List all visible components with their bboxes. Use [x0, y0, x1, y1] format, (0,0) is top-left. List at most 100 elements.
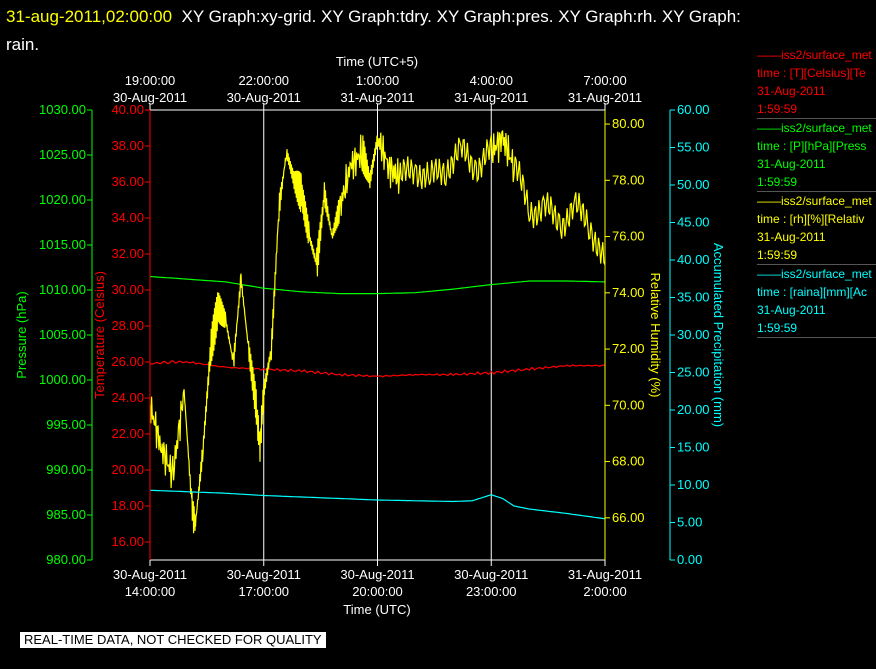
pressure-tick-label: 1025.00 [39, 147, 86, 162]
quality-notice: REAL-TIME DATA, NOT CHECKED FOR QUALITY [20, 632, 326, 648]
precip-tick-label: 50.00 [677, 177, 710, 192]
rh-tick-label: 70.00 [612, 397, 645, 412]
x-tick-label-top-date: 31-Aug-2011 [340, 90, 414, 105]
legend-time: 1:59:59 [757, 102, 798, 116]
x-tick-label-top-date: 30-Aug-2011 [113, 90, 187, 105]
temperature-tick-label: 28.00 [111, 318, 144, 333]
x-tick-label-top-time: 22:00:00 [238, 73, 289, 88]
x-tick-label-top-time: 4:00:00 [470, 73, 513, 88]
precip-tick-label: 10.00 [677, 477, 710, 492]
x-tick-label-bottom-time: 23:00:00 [466, 584, 517, 599]
series-line-P [149, 275, 606, 295]
pressure-tick-label: 1020.00 [39, 192, 86, 207]
title-timestamp: 31-aug-2011,02:00:00 [6, 7, 173, 26]
x-tick-label-top-time: 7:00:00 [583, 73, 626, 88]
rh-tick-label: 68.00 [612, 454, 645, 469]
legend-series-name: ——iss2/surface_met [757, 48, 872, 62]
series-line-rh [149, 130, 606, 534]
legend-time: 1:59:59 [757, 248, 798, 262]
precip-tick-label: 45.00 [677, 215, 710, 230]
legend-variable: time : [raina][mm][Ac [757, 285, 868, 299]
grid-lines [263, 110, 492, 560]
title-graph-list-continued: rain. [6, 35, 40, 54]
temperature-tick-label: 34.00 [111, 210, 144, 225]
axes: 30-Aug-2011 14:00:00 30-Aug-2011 17:00:00 30… [39, 73, 710, 599]
series-line-raina [149, 489, 606, 520]
x-tick-label-bottom-time: 17:00:00 [238, 584, 289, 599]
temperature-tick-label: 16.00 [111, 534, 144, 549]
temperature-tick-label: 22.00 [111, 426, 144, 441]
temperature-tick-label: 38.00 [111, 138, 144, 153]
rh-tick-label: 72.00 [612, 341, 645, 356]
pressure-tick-label: 995.00 [46, 417, 86, 432]
x-tick-label-bottom-date: 31-Aug-2011 [568, 567, 642, 582]
temperature-tick-label: 36.00 [111, 174, 144, 189]
temperature-tick-label: 26.00 [111, 354, 144, 369]
legend-item-temperature: ——iss2/surface_met time : [T][Celsius][T… [757, 46, 876, 119]
legend-series-name: ——iss2/surface_met [757, 194, 872, 208]
temperature-tick-label: 20.00 [111, 462, 144, 477]
legend-item-pressure: ——iss2/surface_met time : [P][hPa][Press… [757, 119, 876, 192]
series-line-T [149, 360, 606, 378]
x-tick-label-top-date: 31-Aug-2011 [454, 90, 528, 105]
pressure-tick-label: 1000.00 [39, 372, 86, 387]
temperature-tick-label: 18.00 [111, 498, 144, 513]
precip-tick-label: 25.00 [677, 365, 710, 380]
pressure-tick-label: 990.00 [46, 462, 86, 477]
x-tick-label-bottom-date: 30-Aug-2011 [340, 567, 414, 582]
x-tick-label-bottom-date: 30-Aug-2011 [454, 567, 528, 582]
rh-tick-label: 80.00 [612, 116, 645, 131]
rh-tick-label: 74.00 [612, 285, 645, 300]
pressure-tick-label: 980.00 [46, 552, 86, 567]
temperature-tick-label: 24.00 [111, 390, 144, 405]
precip-tick-label: 15.00 [677, 440, 710, 455]
title-graph-list: XY Graph:xy-grid. XY Graph:tdry. XY Grap… [181, 7, 741, 26]
pressure-tick-label: 1010.00 [39, 282, 86, 297]
legend-date: 31-Aug-2011 [757, 157, 826, 171]
pressure-axis-label: Pressure (hPa) [14, 291, 29, 378]
precip-tick-label: 40.00 [677, 252, 710, 267]
x-tick-label-top-time: 1:00:00 [356, 73, 399, 88]
x-axis-label-bottom: Time (UTC) [343, 602, 410, 617]
pressure-tick-label: 1030.00 [39, 102, 86, 117]
rh-axis-label: Relative Humidity (%) [648, 273, 663, 398]
rh-tick-label: 66.00 [612, 510, 645, 525]
x-tick-label-top-time: 19:00:00 [125, 73, 176, 88]
precip-tick-label: 60.00 [677, 102, 710, 117]
legend-item-precipitation: ——iss2/surface_met time : [raina][mm][Ac… [757, 265, 876, 338]
pressure-tick-label: 985.00 [46, 507, 86, 522]
precip-axis-label: Accumulated Precipitation (mm) [711, 243, 726, 427]
legend-variable: time : [P][hPa][Press [757, 139, 867, 153]
legend-date: 31-Aug-2011 [757, 84, 826, 98]
legend-item-humidity: ——iss2/surface_met time : [rh][%][Relati… [757, 192, 876, 265]
precip-tick-label: 55.00 [677, 140, 710, 155]
pressure-tick-label: 1005.00 [39, 327, 86, 342]
temperature-tick-label: 30.00 [111, 282, 144, 297]
rh-tick-label: 76.00 [612, 229, 645, 244]
series-lines [149, 130, 606, 534]
pressure-tick-label: 1015.00 [39, 237, 86, 252]
legend-series-name: ——iss2/surface_met [757, 121, 872, 135]
x-tick-label-bottom-time: 20:00:00 [352, 584, 403, 599]
x-tick-label-bottom-date: 30-Aug-2011 [227, 567, 301, 582]
graph-title: 31-aug-2011,02:00:00 XY Graph:xy-grid. X… [6, 3, 856, 59]
precip-tick-label: 5.00 [677, 515, 702, 530]
temperature-tick-label: 32.00 [111, 246, 144, 261]
temperature-axis-label: Temperature (Celsius) [92, 271, 107, 399]
x-tick-label-top-date: 30-Aug-2011 [227, 90, 301, 105]
legend-time: 1:59:59 [757, 175, 798, 189]
temperature-tick-label: 40.00 [111, 102, 144, 117]
legend-series-name: ——iss2/surface_met [757, 267, 872, 281]
precip-tick-label: 30.00 [677, 327, 710, 342]
legend-variable: time : [rh][%][Relativ [757, 212, 865, 226]
x-tick-label-bottom-time: 2:00:00 [583, 584, 626, 599]
x-tick-label-bottom-time: 14:00:00 [125, 584, 176, 599]
x-axis-label-top: Time (UTC+5) [336, 54, 418, 69]
legend-date: 31-Aug-2011 [757, 303, 826, 317]
legend-time: 1:59:59 [757, 321, 798, 335]
legend-date: 31-Aug-2011 [757, 230, 826, 244]
precip-tick-label: 20.00 [677, 402, 710, 417]
x-tick-label-top-date: 31-Aug-2011 [568, 90, 642, 105]
legend: ——iss2/surface_met time : [T][Celsius][T… [757, 46, 876, 338]
